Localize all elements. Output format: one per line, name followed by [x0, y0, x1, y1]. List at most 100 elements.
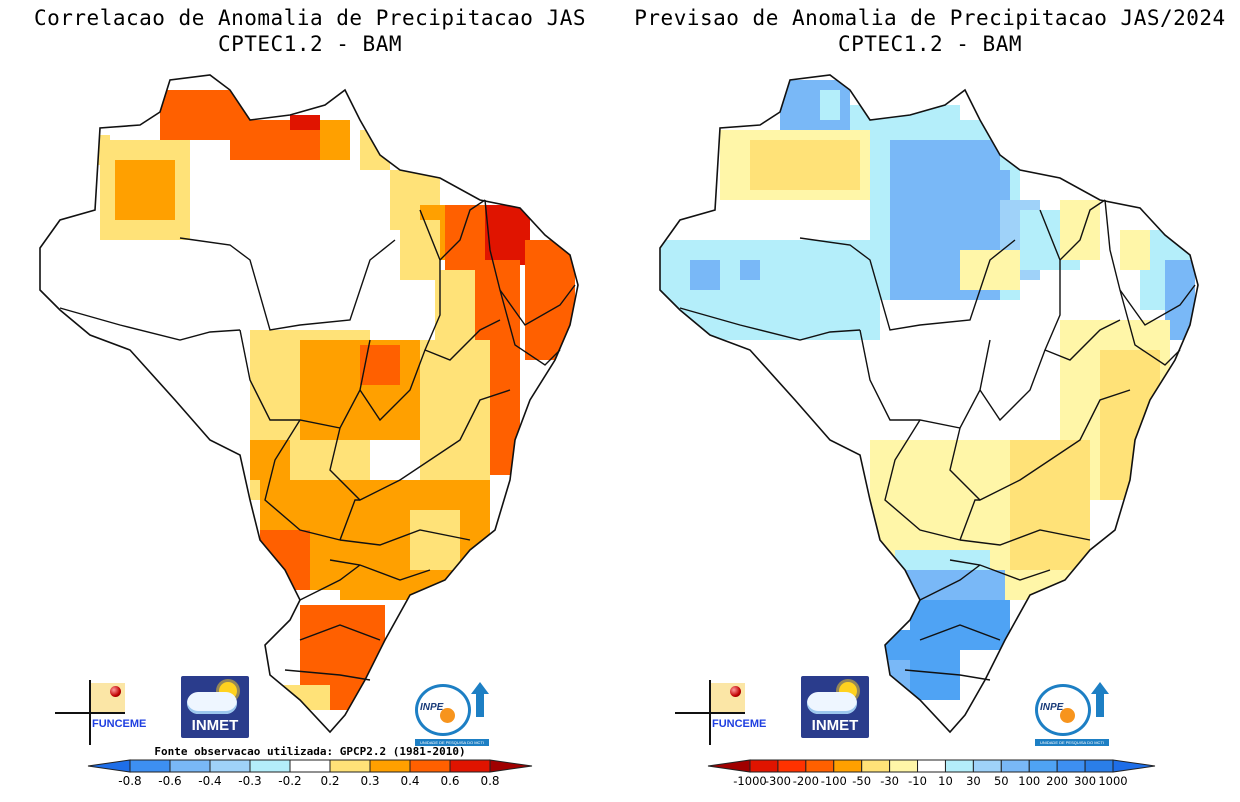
grid-cell — [435, 270, 475, 340]
colorbar-tick-label: 300 — [1074, 774, 1096, 788]
state-border — [339, 529, 471, 546]
colorbar-tick-label: -0.6 — [158, 774, 181, 788]
state-border — [439, 199, 486, 261]
state-border — [949, 389, 1131, 501]
state-border — [484, 199, 576, 326]
colorbar-swatch — [249, 759, 291, 773]
arrow-up-icon — [471, 682, 489, 694]
state-border — [859, 329, 991, 429]
inmet-logo: INMET — [801, 676, 869, 738]
colorbar-swatch — [889, 759, 919, 773]
state-border — [1119, 289, 1181, 366]
funceme-logo-text: FUNCEME — [712, 718, 767, 730]
grid-cell — [330, 680, 380, 710]
state-border — [329, 559, 431, 581]
colorbar-tick-label: 1000 — [1098, 774, 1127, 788]
grid-cell — [1010, 440, 1090, 570]
grid-cell — [115, 160, 175, 220]
state-border — [919, 624, 1001, 641]
colorbar-tick-label: -50 — [852, 774, 871, 788]
colorbar-swatch — [1056, 759, 1086, 773]
colorbar-tick-label: 0.6 — [440, 774, 459, 788]
colorbar-tick-label: 200 — [1046, 774, 1068, 788]
colorbar-swatch — [169, 759, 211, 773]
inpe-logo: INPE UNIDADE DE PESQUISA DO MCTI — [1033, 680, 1111, 746]
panel-subtitle: CPTEC1.2 - BAM — [217, 32, 402, 56]
grid-cells — [80, 90, 575, 710]
colorbar-tick-label: -1000 — [733, 774, 766, 788]
source-note: Fonte observacao utilizada: GPCP2.2 (198… — [154, 745, 466, 758]
state-border — [884, 419, 961, 541]
state-border — [329, 389, 511, 501]
colorbar-swatch — [917, 759, 946, 773]
colorbar-tick-label: -0.4 — [198, 774, 221, 788]
grid-cell — [490, 355, 520, 475]
colorbar-swatch — [1084, 759, 1114, 773]
funceme-logo: FUNCEME — [675, 680, 766, 750]
colorbar-tick-label: 0.4 — [400, 774, 419, 788]
colorbar-max-arrow — [489, 759, 533, 773]
colorbar-swatch — [369, 759, 411, 773]
grid-cell — [740, 260, 760, 280]
grid-cell — [690, 260, 720, 290]
inmet-logo-text: INMET — [811, 717, 859, 734]
grid-cell — [260, 530, 310, 590]
colorbar-tick-label: 0.2 — [320, 774, 339, 788]
state-border — [299, 624, 381, 641]
arrow-up-icon — [1091, 682, 1109, 694]
grid-cell — [320, 120, 350, 160]
colorbar-swatch — [1028, 759, 1058, 773]
forecast-panel: Previsao de Anomalia de Precipitacao JAS… — [620, 0, 1240, 802]
grid-cells — [660, 80, 1195, 700]
state-borders — [59, 199, 576, 681]
inpe-logo: INPE UNIDADE DE PESQUISA DO MCTI — [413, 680, 491, 746]
grid-cell — [960, 250, 1020, 290]
colorbar-tick-label: 10 — [938, 774, 953, 788]
state-border — [499, 289, 561, 366]
colorbar-tick-label: -10 — [908, 774, 927, 788]
grid-cell — [820, 90, 840, 120]
grid-cell — [360, 130, 390, 170]
colorbar-min-arrow — [707, 759, 751, 773]
colorbar-tick-label: -100 — [821, 774, 847, 788]
country-outline — [39, 74, 579, 734]
inmet-logo: INMET — [181, 676, 249, 738]
colorbar-swatch — [833, 759, 863, 773]
colorbar-swatch — [861, 759, 891, 773]
funceme-logo: FUNCEME — [55, 680, 146, 750]
colorbar-max-arrow — [1112, 759, 1156, 773]
state-border — [299, 564, 361, 601]
colorbar-tick-label: -0.2 — [278, 774, 301, 788]
colorbar-tick-label: 100 — [1018, 774, 1040, 788]
state-border — [919, 564, 981, 601]
grid-cell — [410, 510, 460, 570]
state-border — [339, 499, 360, 541]
state-border — [59, 307, 241, 341]
colorbar-swatch — [805, 759, 835, 773]
colorbar-swatch — [209, 759, 251, 773]
country-outline — [659, 74, 1199, 734]
colorbar-tick-label: -0.8 — [118, 774, 141, 788]
forecast-colorbar: -1000-300 -200 -100 -50 -30 -10 10 30 50 100 200 30… — [707, 759, 1156, 788]
inmet-logo-text: INMET — [191, 717, 239, 734]
colorbar-min-arrow — [87, 759, 131, 773]
colorbar-tick-label: -30 — [880, 774, 899, 788]
state-border — [179, 237, 396, 331]
state-border — [284, 669, 371, 681]
colorbar-tick-label: 0.3 — [360, 774, 379, 788]
state-border — [959, 499, 980, 541]
colorbar-swatch — [409, 759, 451, 773]
colorbar-tick-label: -200 — [793, 774, 819, 788]
grid-cell — [400, 220, 440, 280]
colorbar-tick-label: 0.8 — [480, 774, 499, 788]
colorbar-swatch — [289, 759, 331, 773]
inpe-logo-text: INPE — [420, 702, 444, 713]
colorbar-swatch — [449, 759, 491, 773]
grid-cell — [1120, 230, 1150, 270]
state-borders — [679, 199, 1196, 681]
colorbar-swatch — [129, 759, 171, 773]
cloud-icon — [187, 692, 237, 714]
colorbar-tick-label: 50 — [994, 774, 1009, 788]
panel-title: Correlacao de Anomalia de Precipitacao J… — [33, 6, 586, 30]
colorbar-swatch — [777, 759, 807, 773]
